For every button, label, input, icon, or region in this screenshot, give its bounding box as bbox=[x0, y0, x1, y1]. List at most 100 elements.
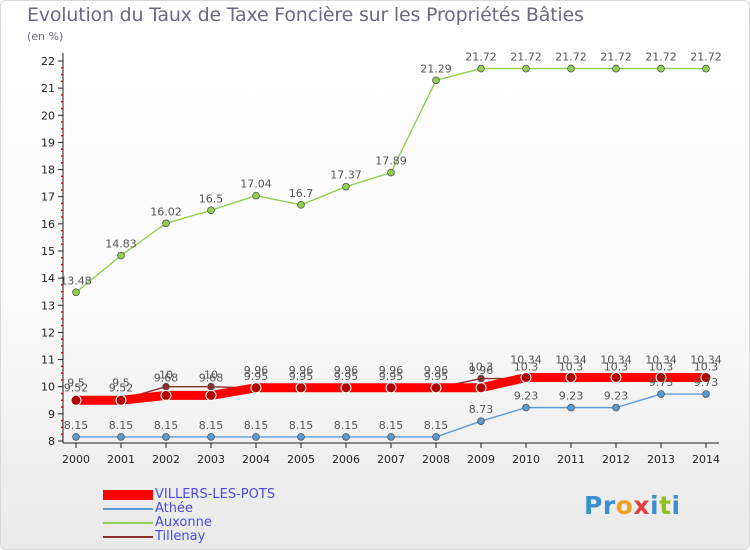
data-point-auxonne bbox=[567, 64, 575, 73]
logo-letter: P bbox=[584, 491, 603, 520]
y-minor-tick bbox=[61, 324, 63, 327]
data-label-tillenay: 9.52 bbox=[64, 382, 89, 395]
y-minor-tick bbox=[61, 243, 63, 245]
data-label-tillenay: 10.3 bbox=[649, 361, 674, 374]
x-tick-label: 2004 bbox=[242, 453, 270, 466]
data-label-ath-e: 9.73 bbox=[694, 376, 719, 389]
legend-label-athee: Athée bbox=[155, 501, 193, 516]
data-point-auxonne bbox=[297, 201, 305, 209]
data-label-tillenay: 10.3 bbox=[559, 361, 584, 374]
data-point-ath-e bbox=[522, 403, 530, 412]
x-tick-label: 2014 bbox=[692, 453, 720, 466]
y-minor-tick bbox=[61, 297, 63, 300]
data-point-ath-e bbox=[207, 433, 215, 441]
data-point-ath-e bbox=[342, 433, 350, 441]
logo-letter: i bbox=[671, 491, 681, 520]
data-label-tillenay: 9.95 bbox=[244, 370, 269, 383]
data-point-villers-les-pots bbox=[475, 382, 487, 394]
data-point-ath-e bbox=[567, 403, 575, 412]
data-label-ath-e: 8.15 bbox=[244, 419, 269, 432]
data-point-ath-e bbox=[162, 433, 170, 441]
data-point-auxonne bbox=[432, 76, 440, 85]
y-tick-label: 13 bbox=[41, 299, 55, 312]
data-point-tillenay bbox=[477, 374, 485, 383]
data-label-ath-e: 9.23 bbox=[514, 390, 539, 403]
data-label-auxonne: 14.83 bbox=[105, 238, 137, 251]
data-label-ath-e: 8.15 bbox=[199, 419, 224, 432]
data-point-auxonne bbox=[387, 168, 395, 177]
data-label-auxonne: 16.5 bbox=[199, 192, 224, 205]
y-minor-tick bbox=[61, 257, 63, 259]
data-point-villers-les-pots bbox=[565, 371, 577, 383]
data-point-auxonne bbox=[522, 64, 530, 73]
y-minor-tick bbox=[61, 73, 63, 76]
data-label-ath-e: 8.15 bbox=[109, 419, 134, 432]
x-tick-label: 2001 bbox=[107, 453, 135, 466]
data-point-ath-e bbox=[432, 433, 440, 441]
legend-swatch-athee bbox=[103, 508, 153, 510]
y-minor-tick bbox=[61, 175, 63, 178]
x-tick-label: 2006 bbox=[332, 453, 360, 466]
x-tick-label: 2010 bbox=[512, 453, 540, 466]
x-tick-label: 2008 bbox=[422, 453, 450, 466]
y-tick-label: 8 bbox=[48, 435, 55, 448]
data-label-tillenay: 9.95 bbox=[289, 370, 314, 383]
data-label-auxonne: 16.02 bbox=[150, 205, 182, 218]
data-label-villers-les-pots: 10.34 bbox=[510, 353, 542, 366]
y-unit-label: (en %) bbox=[27, 30, 64, 43]
data-point-villers-les-pots bbox=[700, 371, 712, 383]
logo-letter: o bbox=[615, 491, 634, 520]
y-minor-tick bbox=[61, 345, 63, 347]
data-label-villers-les-pots: 10.34 bbox=[600, 353, 632, 366]
chart-title: Evolution du Taux de Taxe Foncière sur l… bbox=[27, 4, 584, 26]
data-point-villers-les-pots bbox=[70, 394, 82, 406]
y-minor-tick bbox=[61, 284, 63, 286]
y-minor-tick bbox=[61, 352, 63, 354]
data-label-tillenay: 9.95 bbox=[379, 370, 404, 383]
y-minor-tick bbox=[61, 419, 63, 422]
legend-swatch-auxonne bbox=[103, 522, 153, 524]
data-label-tillenay: 10.3 bbox=[514, 361, 539, 374]
data-label-auxonne: 21.72 bbox=[600, 51, 632, 64]
data-point-villers-les-pots bbox=[340, 382, 352, 394]
y-tick-label: 22 bbox=[41, 55, 55, 68]
data-label-villers-les-pots: 9.96 bbox=[424, 364, 449, 377]
data-label-tillenay: 10.3 bbox=[604, 361, 629, 374]
y-minor-tick bbox=[61, 121, 63, 123]
y-minor-tick bbox=[61, 229, 63, 232]
data-label-villers-les-pots: 9.96 bbox=[469, 364, 494, 377]
y-tick-label: 18 bbox=[41, 164, 55, 177]
x-tick-label: 2005 bbox=[287, 453, 315, 466]
data-label-villers-les-pots: 10.34 bbox=[690, 353, 722, 366]
y-minor-tick bbox=[61, 426, 63, 429]
y-minor-tick bbox=[61, 216, 63, 218]
x-tick-label: 2009 bbox=[467, 453, 495, 466]
data-label-tillenay: 10 bbox=[159, 369, 173, 382]
data-label-auxonne: 17.89 bbox=[375, 155, 407, 168]
legend-swatch-tillenay bbox=[103, 536, 153, 538]
data-label-villers-les-pots: 10.34 bbox=[645, 353, 677, 366]
data-label-ath-e: 8.15 bbox=[379, 419, 404, 432]
x-tick-label: 2013 bbox=[647, 453, 675, 466]
y-minor-tick bbox=[61, 162, 63, 164]
data-point-villers-les-pots bbox=[610, 371, 622, 383]
y-tick-label: 11 bbox=[41, 354, 55, 367]
y-minor-tick bbox=[61, 263, 63, 266]
data-label-ath-e: 8.15 bbox=[334, 419, 359, 432]
data-point-auxonne bbox=[612, 64, 620, 73]
data-point-ath-e bbox=[477, 417, 485, 425]
data-label-tillenay: 9.52 bbox=[109, 382, 134, 395]
data-label-auxonne: 16.7 bbox=[289, 187, 314, 200]
data-label-villers-les-pots: 9.68 bbox=[154, 371, 179, 384]
data-label-ath-e: 9.23 bbox=[604, 390, 629, 403]
y-minor-tick bbox=[61, 209, 63, 211]
logo-letter: x bbox=[633, 491, 650, 520]
y-minor-tick bbox=[61, 392, 63, 395]
data-label-villers-les-pots: 10.34 bbox=[555, 353, 587, 366]
data-label-villers-les-pots: 9.96 bbox=[289, 364, 314, 377]
y-minor-tick bbox=[61, 80, 63, 83]
data-point-auxonne bbox=[72, 288, 80, 297]
data-point-villers-les-pots bbox=[160, 389, 172, 401]
y-minor-tick bbox=[61, 67, 63, 69]
data-point-ath-e bbox=[72, 433, 80, 441]
